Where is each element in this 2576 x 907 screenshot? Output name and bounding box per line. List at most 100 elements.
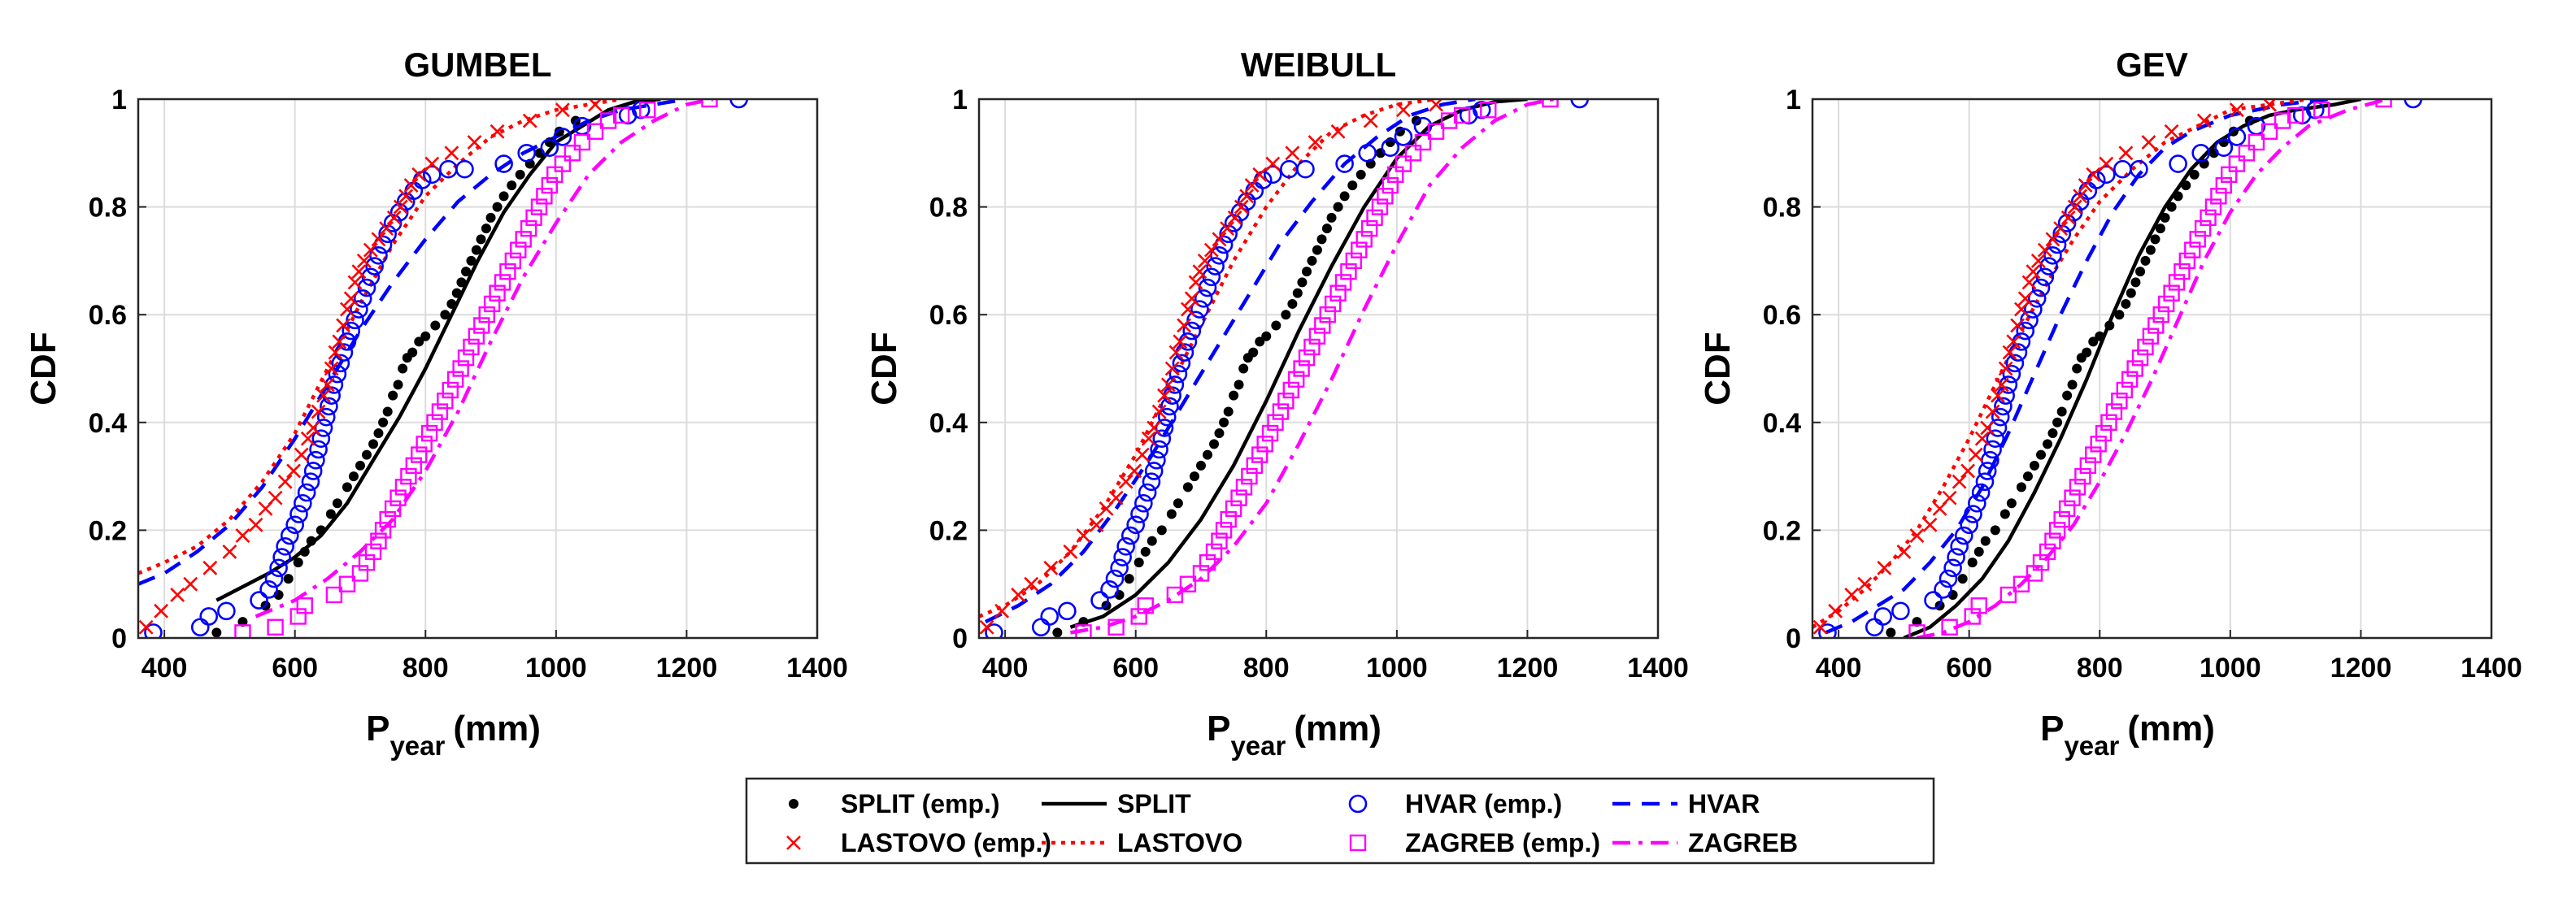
emp-point-split [1173,498,1183,509]
emp-point-zagreb [1355,231,1373,248]
x-tick-label: 1400 [1627,653,1689,684]
emp-point-lastovo [1952,474,1967,489]
emp-point-lastovo [1147,420,1162,436]
emp-point-lastovo [2099,156,2114,171]
emp-point-lastovo [1164,361,1180,376]
emp-point-lastovo [1265,156,1281,171]
emp-point-hvar [2024,300,2043,319]
emp-point-zagreb [1324,295,1342,313]
emp-point-zagreb [536,188,553,205]
emp-point-zagreb [2215,176,2233,194]
emp-point-split [1214,428,1225,439]
emp-point-hvar [301,472,320,492]
emp-point-hvar [365,257,384,276]
emp-point-zagreb [1288,371,1305,388]
emp-point-hvar [1934,580,1952,599]
emp-point-lastovo [222,545,237,559]
emp-point-lastovo [332,334,347,349]
emp-point-split [2150,234,2160,245]
emp-point-hvar [1113,548,1132,566]
emp-point-split [1999,509,2010,519]
x-axis-label: Pyear (mm) [2040,709,2215,761]
x-tick-label: 600 [1112,653,1159,684]
x-tick-label: 600 [272,653,318,684]
emp-point-hvar [1110,558,1129,578]
emp-point-lastovo [2026,264,2041,280]
emp-point-split [2062,390,2073,401]
emp-point-hvar [285,515,304,535]
emp-point-hvar [2027,289,2047,308]
emp-point-zagreb [2095,424,2113,442]
emp-point-zagreb [2142,328,2160,345]
emp-point-lastovo [979,619,994,635]
emp-point-hvar [2169,154,2187,173]
emp-point-zagreb [2247,133,2265,151]
emp-point-hvar [294,493,312,513]
emp-point-zagreb [1453,106,1471,124]
emp-point-hvar [1570,99,1589,109]
emp-point-hvar [1190,300,1209,319]
emp-point-hvar [1994,397,2012,416]
emp-point-zagreb [478,306,495,323]
emp-point-zagreb [1282,381,1299,399]
emp-point-zagreb [1107,618,1125,636]
emp-point-lastovo [328,345,343,360]
emp-point-split [2052,417,2063,427]
x-tick-label: 1200 [1497,653,1559,684]
emp-point-lastovo [154,603,169,618]
emp-point-zagreb [1256,436,1273,453]
emp-point-split [2095,331,2105,341]
emp-point-lastovo [277,474,293,489]
emp-point-split [315,525,326,536]
y-tick-label: 0 [111,623,127,654]
emp-point-split [2121,298,2131,309]
emp-point-lastovo [1203,242,1219,258]
emp-point-hvar [1202,267,1221,287]
x-tick-label: 1000 [1366,653,1428,684]
emp-point-zagreb [2163,284,2180,302]
emp-point-lastovo [1308,135,1323,150]
emp-point-hvar [361,267,381,287]
emp-point-lastovo [1252,167,1268,182]
x-axis-label-subscript: year [1230,731,1286,761]
emp-point-split [1281,310,1291,320]
emp-point-lastovo [1188,275,1203,290]
series-group [1812,99,2422,638]
emp-point-zagreb [1414,133,1432,151]
emp-point-hvar [350,300,368,319]
legend-entry-zagreb-line: ZAGREB [1612,828,1798,857]
y-tick-label: 0.6 [1763,300,1801,331]
emp-point-split [1229,390,1239,401]
emp-point-lastovo [324,361,339,376]
emp-point-zagreb [325,586,343,604]
emp-point-hvar [1105,569,1125,588]
emp-point-split [1189,471,1199,482]
series-group [979,99,1589,638]
emp-point-zagreb [1480,102,1497,119]
emp-point-split [1973,546,1984,557]
emp-point-split [348,471,359,482]
emp-point-zagreb [599,112,617,129]
x-tick-label: 800 [402,653,449,684]
emp-point-split [1238,363,1249,374]
fit-line-hvar [1825,99,2329,635]
emp-point-lastovo [1985,404,2000,419]
emp-point-zagreb [473,317,490,334]
emp-point-hvar [1818,623,1837,638]
emp-point-split [1980,536,1991,546]
emp-point-zagreb [2178,252,2196,270]
emp-point-split [1156,525,1167,536]
emp-point-zagreb [612,106,630,124]
emp-point-lastovo [1076,528,1091,543]
legend-label: SPLIT (emp.) [841,789,1000,818]
emp-point-zagreb [1179,575,1197,592]
emp-point-zagreb [2121,371,2139,388]
emp-point-split [1339,191,1350,202]
emp-point-zagreb [1235,479,1253,496]
emp-point-hvar [276,536,294,556]
emp-point-zagreb [1404,145,1422,162]
legend-entry-split-line: SPLIT [1042,789,1191,818]
emp-point-hvar [2404,99,2422,109]
emp-point-lastovo [1220,221,1235,237]
